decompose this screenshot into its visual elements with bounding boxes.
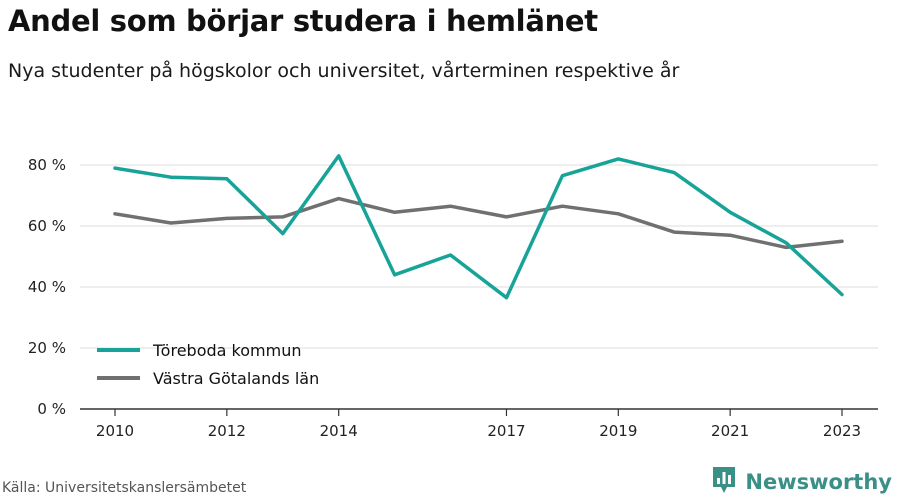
series-line <box>113 154 844 300</box>
brand-name: Newsworthy <box>745 470 892 494</box>
series-line <box>113 196 844 250</box>
y-axis-labels: 0 % 20 % 40 % 60 % 80 % <box>28 156 66 418</box>
legend-label: Västra Götalands län <box>153 369 319 388</box>
x-tick-label: 2014 <box>320 422 358 440</box>
y-tick-label: 0 % <box>37 400 66 418</box>
x-tick-label: 2019 <box>599 422 637 440</box>
y-tick-label: 20 % <box>28 339 66 357</box>
x-tick-label: 2023 <box>823 422 861 440</box>
brand-logo: Newsworthy <box>711 466 892 498</box>
bar-chart-badge-icon <box>711 465 737 499</box>
x-tick-label: 2010 <box>96 422 134 440</box>
x-axis: 2010 2012 2014 2017 2019 2021 2023 <box>80 408 878 440</box>
y-tick-label: 60 % <box>28 217 66 235</box>
page-subtitle: Nya studenter på högskolor och universit… <box>8 60 680 82</box>
page-title: Andel som börjar studera i hemlänet <box>8 4 598 38</box>
series-lines <box>113 154 844 300</box>
legend-label: Töreboda kommun <box>152 341 301 360</box>
x-tick-label: 2017 <box>487 422 525 440</box>
grid-lines <box>80 164 878 349</box>
x-tick-label: 2021 <box>711 422 749 440</box>
source-note: Källa: Universitetskanslersämbetet <box>2 480 247 496</box>
y-tick-label: 40 % <box>28 278 66 296</box>
x-tick-label: 2012 <box>208 422 246 440</box>
y-tick-label: 80 % <box>28 156 66 174</box>
legend: Töreboda kommun Västra Götalands län <box>97 341 319 388</box>
